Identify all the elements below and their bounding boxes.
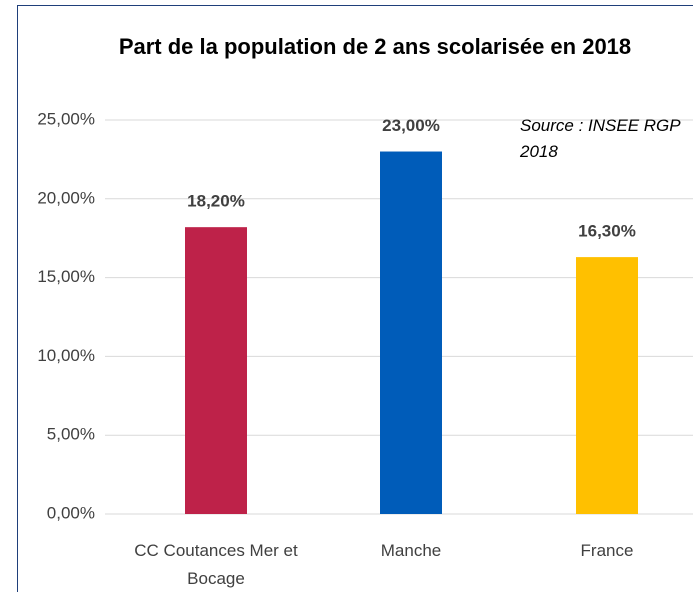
chart-frame <box>17 5 693 592</box>
value-label: 16,30% <box>578 222 636 241</box>
x-tick-label: Manche <box>380 541 442 560</box>
y-tick-label: 0,00% <box>47 503 95 522</box>
y-tick-label: 5,00% <box>47 425 95 444</box>
source-note: Source : INSEE RGP 2018 <box>520 116 680 161</box>
y-tick-label: 25,00% <box>37 109 95 128</box>
x-tick-label: CC Coutances Mer et Bocage <box>134 541 298 588</box>
value-label: 18,20% <box>187 192 245 211</box>
bar <box>185 227 247 514</box>
bar <box>576 257 638 514</box>
x-tick-label: France <box>580 541 634 560</box>
value-label: 23,00% <box>382 116 440 135</box>
y-tick-label: 10,00% <box>37 346 95 365</box>
y-tick-label: 15,00% <box>37 267 95 286</box>
chart-title: Part de la population de 2 ans scolarisé… <box>118 34 632 59</box>
bar <box>380 151 442 514</box>
y-tick-label: 20,00% <box>37 188 95 207</box>
